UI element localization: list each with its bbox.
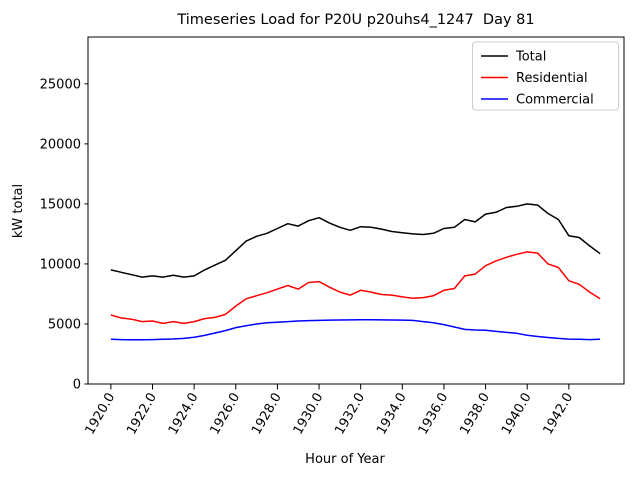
plot-area	[87, 36, 625, 385]
chart-title: Timeseries Load for P20U p20uhs4_1247 Da…	[176, 12, 534, 28]
x-axis-ticks: 1920.0 1922.0 1924.0 1926.0 1928.0 1930.0 1932…	[83, 384, 577, 438]
y-axis-ticks: 0 5000 10000 15000 20000 25000	[40, 77, 88, 393]
series-line-total	[110, 203, 601, 278]
legend: Total Residential Commercial	[472, 41, 619, 111]
series-line-commercial	[110, 319, 601, 341]
legend-box	[472, 41, 619, 111]
x-tick-label: 1940.0	[499, 391, 535, 438]
y-tick-label: 25000	[40, 77, 81, 92]
x-tick-label: 1926.0	[208, 391, 244, 438]
series-line-residential	[110, 251, 601, 325]
x-tick-label: 1924.0	[166, 391, 202, 438]
x-tick-label: 1936.0	[416, 391, 452, 438]
x-axis-label: Hour of Year	[305, 452, 385, 467]
x-tick-label: 1920.0	[83, 391, 119, 438]
y-tick-label: 5000	[48, 317, 81, 332]
legend-label-commercial: Commercial	[516, 93, 594, 108]
x-tick-label: 1938.0	[457, 390, 493, 437]
y-tick-label: 15000	[40, 197, 81, 212]
x-tick-label: 1932.0	[332, 391, 368, 438]
x-tick-label: 1922.0	[124, 391, 160, 438]
y-tick-label: 20000	[40, 137, 81, 152]
legend-label-residential: Residential	[516, 71, 588, 86]
series-lines	[110, 203, 601, 341]
x-tick-label: 1934.0	[374, 391, 410, 438]
x-tick-label: 1942.0	[541, 391, 577, 438]
x-tick-label: 1930.0	[291, 391, 327, 438]
y-tick-label: 0	[73, 378, 81, 393]
y-axis-label: kW total	[11, 184, 26, 238]
x-tick-label: 1928.0	[249, 391, 285, 438]
legend-label-total: Total	[515, 50, 546, 65]
y-tick-label: 10000	[40, 257, 81, 272]
